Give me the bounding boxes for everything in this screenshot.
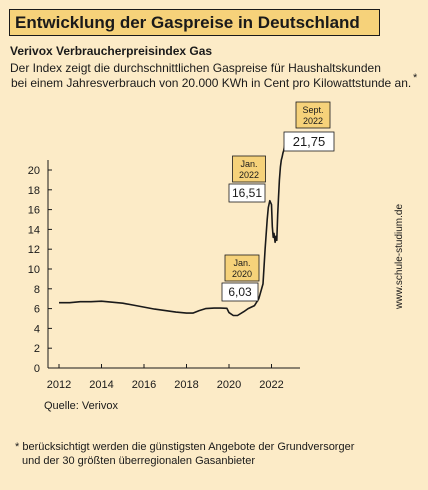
annotation-date-month: Jan. — [240, 159, 257, 169]
y-tick-label: 20 — [28, 165, 40, 177]
y-tick-label: 16 — [28, 205, 40, 217]
y-tick-label: 10 — [28, 264, 40, 276]
annotation-value: 6,03 — [228, 285, 252, 299]
y-tick-label: 0 — [34, 363, 40, 375]
annotation-date-month: Jan. — [233, 258, 250, 268]
y-tick-label: 2 — [34, 343, 40, 355]
description-line-1: Der Index zeigt die durchschnittlichen G… — [10, 61, 381, 75]
footnote-line-2: und der 30 größten überregionalen Gasanb… — [22, 455, 255, 467]
description-line-2: bei einem Jahresverbrauch von 20.000 KWh… — [11, 76, 412, 90]
chart-title: Entwicklung der Gaspreise in Deutschland — [9, 9, 380, 36]
annotation-date-box — [295, 101, 331, 129]
x-tick-label: 2014 — [89, 379, 113, 391]
asterisk-marker: * — [413, 72, 418, 84]
annotation-value-box — [283, 131, 335, 152]
annotation-value-box — [228, 183, 266, 203]
footnote-line-1: * berücksichtigt werden die günstigsten … — [15, 441, 355, 453]
footnote: * berücksichtigt werden die günstigsten … — [15, 440, 354, 468]
annotation-date-box — [232, 155, 266, 183]
annotation-date-year: 2022 — [239, 170, 259, 180]
annotation-date-year: 2022 — [303, 116, 323, 126]
annotation-date-month: Sept. — [302, 105, 323, 115]
x-tick-label: 2020 — [217, 379, 241, 391]
annotation-date-box — [224, 254, 260, 282]
x-tick-label: 2018 — [174, 379, 198, 391]
chart-description: Der Index zeigt die durchschnittlichen G… — [10, 61, 411, 91]
annotation-value-box — [221, 282, 259, 302]
x-tick-label: 2022 — [259, 379, 283, 391]
x-tick-label: 2016 — [132, 379, 156, 391]
annotation-date-year: 2020 — [232, 269, 252, 279]
y-tick-label: 6 — [34, 304, 40, 316]
annotation-value: 16,51 — [232, 186, 262, 200]
y-tick-label: 4 — [34, 323, 40, 335]
y-tick-label: 18 — [28, 185, 40, 197]
x-tick-label: 2012 — [47, 379, 71, 391]
y-tick-label: 14 — [28, 224, 40, 236]
annotation-value: 21,75 — [293, 134, 326, 149]
y-tick-label: 12 — [28, 244, 40, 256]
gas-price-line — [59, 140, 287, 317]
chart-subtitle: Verivox Verbraucherpreisindex Gas — [10, 44, 213, 58]
watermark-text: www.schule-studium.de — [394, 203, 405, 309]
source-note: Quelle: Verivox — [44, 400, 118, 412]
y-tick-label: 8 — [34, 284, 40, 296]
